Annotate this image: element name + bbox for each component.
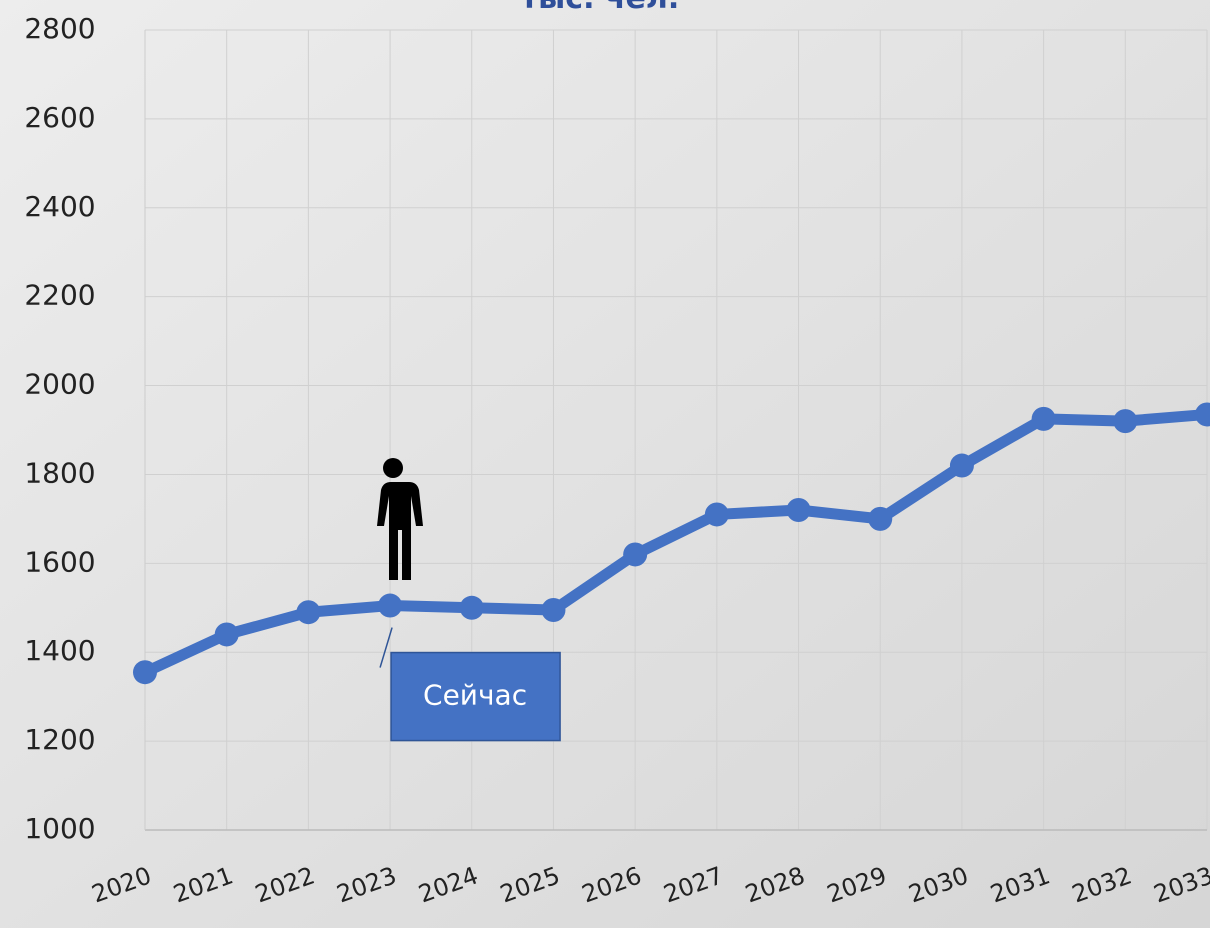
y-tick-label: 1600 xyxy=(24,545,95,578)
data-point xyxy=(214,622,239,647)
data-point xyxy=(133,660,157,685)
data-point xyxy=(868,506,893,531)
data-point xyxy=(1031,406,1056,431)
annotation-box xyxy=(390,651,561,742)
annotation-text: Сейчас xyxy=(423,679,527,712)
data-point xyxy=(1113,409,1138,434)
y-tick-label: 2200 xyxy=(24,279,95,312)
grid xyxy=(144,29,1208,831)
data-point xyxy=(786,498,811,522)
chart-title: тыс. чел. xyxy=(521,0,679,16)
data-point xyxy=(623,542,648,567)
y-tick-label: 1800 xyxy=(24,456,95,489)
y-tick-label: 1000 xyxy=(24,812,95,845)
data-point xyxy=(541,598,566,622)
plot xyxy=(133,402,1210,685)
y-tick-label: 2800 xyxy=(24,12,95,45)
data-point xyxy=(949,453,974,478)
data-point xyxy=(459,595,484,620)
data-point xyxy=(1195,402,1210,427)
annotation-leader xyxy=(379,627,393,668)
y-tick-label: 1400 xyxy=(24,634,95,667)
data-point xyxy=(378,593,403,618)
series-line xyxy=(142,408,1208,678)
y-tick-label: 2600 xyxy=(24,101,95,134)
y-tick-label: 2400 xyxy=(24,190,95,223)
person-icon xyxy=(377,458,423,580)
data-point xyxy=(296,600,321,625)
y-tick-label: 2000 xyxy=(24,368,95,401)
data-point xyxy=(704,502,729,527)
y-tick-label: 1200 xyxy=(24,723,95,756)
